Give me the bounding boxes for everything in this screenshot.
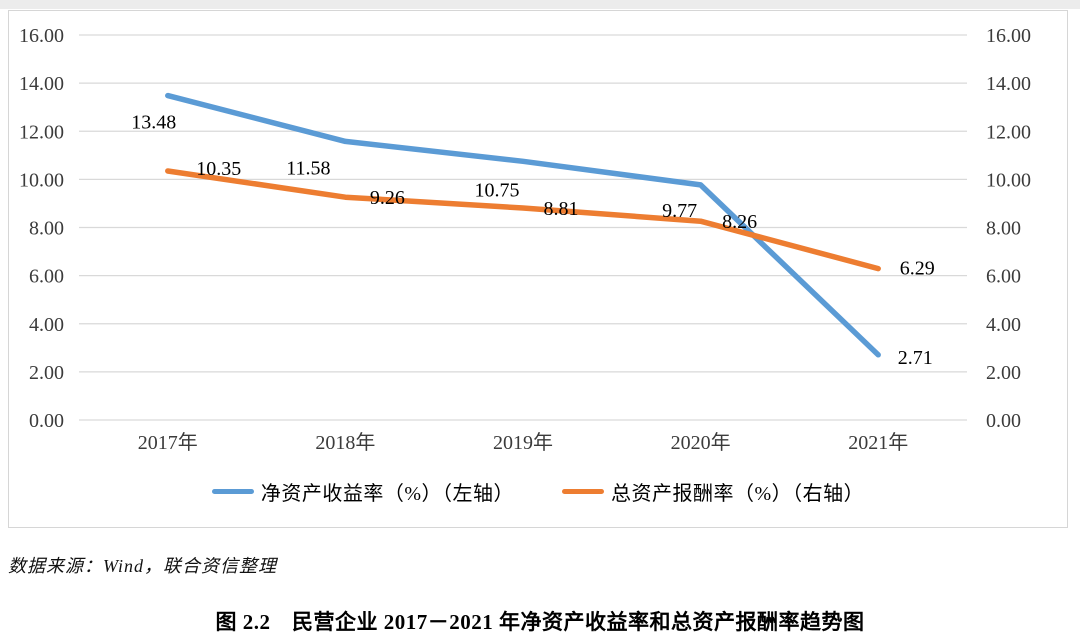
legend-swatch-orange-line	[562, 489, 604, 494]
series-line-0	[165, 92, 881, 358]
legend-item-roa: 总资产报酬率（%）（右轴）	[562, 477, 864, 506]
left-axis-tick-label: 6.00	[29, 266, 64, 288]
data-label: 8.81	[544, 198, 579, 220]
x-axis-label: 2020年	[671, 431, 731, 454]
right-axis-tick-label: 0.00	[986, 410, 1021, 432]
chart-panel: 0.00 0.00 2.00 2.00 4.00 4.00 6.00 6.00 8.00 8.00…	[8, 10, 1068, 528]
x-axis-label: 2021年	[848, 431, 908, 454]
left-axis-tick-label: 2.00	[29, 362, 64, 384]
data-label: 10.75	[475, 179, 520, 201]
x-axis-label: 2017年	[138, 431, 198, 454]
right-axis-tick-label: 6.00	[986, 266, 1021, 288]
x-axis-label: 2019年	[493, 431, 553, 454]
right-axis-tick-label: 16.00	[986, 25, 1031, 47]
right-axis-tick-label: 10.00	[986, 169, 1031, 191]
legend-swatch-blue-line	[211, 489, 254, 494]
right-axis-tick-label: 14.00	[986, 73, 1031, 95]
x-axis-label: 2018年	[315, 431, 375, 454]
left-axis-tick-label: 8.00	[29, 218, 64, 240]
right-axis-tick-label: 2.00	[986, 362, 1021, 384]
data-label: 2.71	[898, 347, 933, 369]
right-axis-tick-label: 12.00	[986, 121, 1031, 143]
data-source-note: 数据来源：Wind，联合资信整理	[8, 556, 278, 576]
legend-item-roe: 净资产收益率（%）（左轴）	[211, 477, 514, 506]
left-axis-tick-label: 4.00	[29, 314, 64, 336]
chart-legend: 净资产收益率（%）（左轴） 总资产报酬率（%）（右轴）	[9, 477, 1067, 506]
page-top-edge	[0, 0, 1080, 9]
line-chart: 0.00 0.00 2.00 2.00 4.00 4.00 6.00 6.00 8.00 8.00…	[19, 25, 1031, 454]
data-label: 10.35	[196, 158, 241, 180]
data-label: 9.77	[662, 200, 697, 222]
data-label: 8.26	[722, 211, 757, 233]
legend-label-roa: 总资产报酬率（%）（右轴）	[611, 483, 865, 505]
data-label: 13.48	[131, 112, 176, 134]
data-label: 6.29	[900, 258, 935, 280]
right-axis-tick-label: 8.00	[986, 218, 1021, 240]
series-line-1	[165, 168, 881, 272]
left-axis-tick-label: 14.00	[19, 73, 64, 95]
left-axis-tick-label: 16.00	[19, 25, 64, 47]
data-label: 9.26	[370, 187, 405, 209]
left-axis-tick-label: 12.00	[19, 121, 64, 143]
legend-label-roe: 净资产收益率（%）（左轴）	[260, 483, 514, 505]
figure-caption: 图 2.2 民营企业 2017－2021 年净资产收益率和总资产报酬率趋势图	[215, 610, 865, 634]
right-axis-tick-label: 4.00	[986, 314, 1021, 336]
left-axis-tick-label: 0.00	[29, 410, 64, 432]
data-label: 11.58	[286, 157, 330, 179]
left-axis-tick-label: 10.00	[19, 169, 64, 191]
